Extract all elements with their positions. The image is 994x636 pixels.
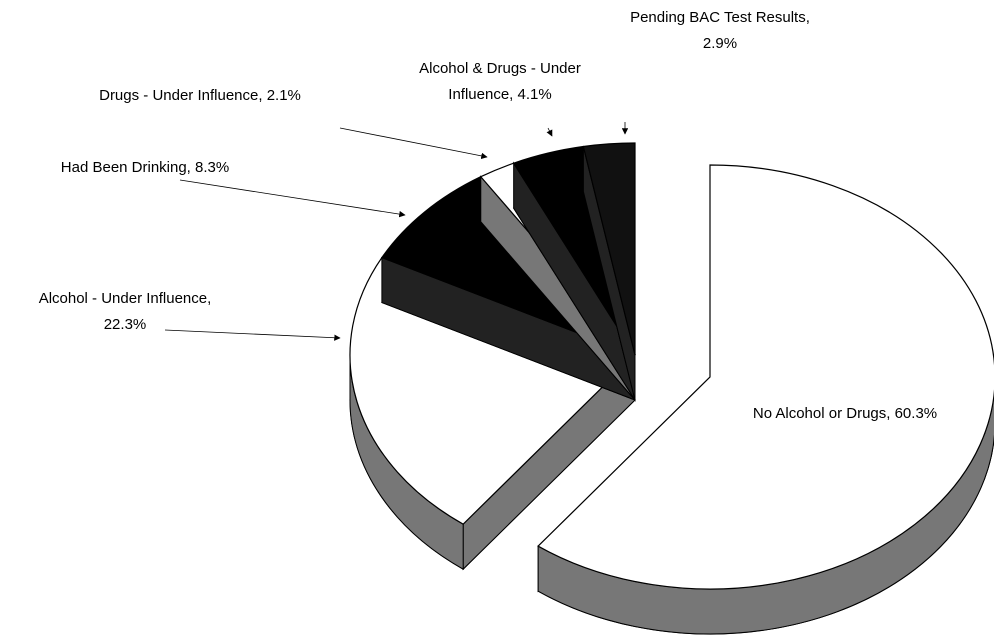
- data-label: No Alcohol or Drugs, 60.3%: [753, 405, 937, 422]
- data-label-line: No Alcohol or Drugs, 60.3%: [753, 405, 937, 422]
- data-label: Alcohol & Drugs - Under Influence, 4.1%: [419, 60, 581, 103]
- data-label-line: Alcohol - Under Influence,: [39, 290, 212, 307]
- leader-arrow: [179, 179, 406, 218]
- slice-top: [537, 164, 994, 590]
- pie-slice: [582, 142, 636, 401]
- data-label-line: 2.9%: [703, 35, 737, 52]
- data-label-line: Influence, 4.1%: [448, 86, 551, 103]
- leader-arrow: [164, 329, 341, 341]
- data-label-line: Pending BAC Test Results,: [630, 9, 810, 26]
- slice-top: [349, 256, 637, 525]
- data-label: Alcohol - Under Influence, 22.3%: [39, 290, 212, 333]
- leader-arrow: [546, 127, 553, 137]
- data-label: Drugs - Under Influence, 2.1%: [99, 87, 301, 104]
- data-label-line: Had Been Drinking, 8.3%: [61, 159, 229, 176]
- data-label-line: Alcohol & Drugs - Under: [419, 60, 581, 77]
- data-label: Pending BAC Test Results, 2.9%: [630, 9, 810, 52]
- pie-slice: [537, 164, 994, 635]
- leader-arrow: [339, 127, 488, 160]
- slice-top: [582, 142, 636, 356]
- data-label-line: Drugs - Under Influence, 2.1%: [99, 87, 301, 104]
- data-label: Had Been Drinking, 8.3%: [61, 159, 229, 176]
- data-label-line: 22.3%: [104, 316, 147, 333]
